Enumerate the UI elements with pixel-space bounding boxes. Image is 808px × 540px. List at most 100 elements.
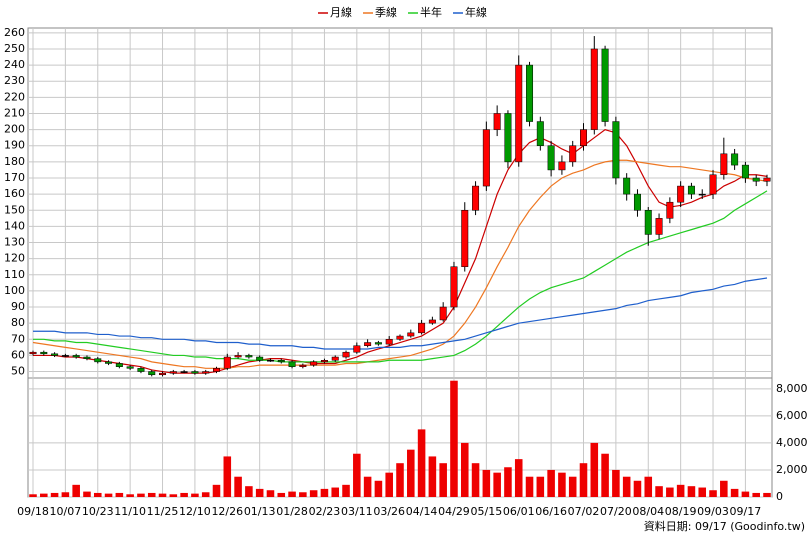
x-tick-label: 07/02 xyxy=(568,505,600,518)
candle-body xyxy=(472,185,480,211)
ma-line xyxy=(33,190,768,363)
volume-bar xyxy=(266,490,275,497)
volume-bar xyxy=(666,487,674,497)
candle-body xyxy=(364,342,372,346)
candle-body xyxy=(482,129,490,187)
y2-tick-label: 0 xyxy=(776,490,783,503)
candle-body xyxy=(547,145,555,171)
candle-body xyxy=(342,351,350,358)
volume-bar xyxy=(709,490,717,497)
candle-body xyxy=(623,177,631,195)
volume-bar xyxy=(147,492,156,497)
x-tick-label: 07/20 xyxy=(600,505,632,518)
x-tick-label: 03/26 xyxy=(373,505,405,518)
volume-bar xyxy=(50,492,59,497)
volume-bar xyxy=(320,488,329,497)
candle-body xyxy=(115,363,123,367)
x-tick-label: 01/28 xyxy=(276,505,308,518)
volume-bar xyxy=(590,442,599,497)
x-tick-label: 06/16 xyxy=(535,505,567,518)
volume-bar xyxy=(126,494,134,497)
candle-body xyxy=(644,210,652,235)
volume-bar xyxy=(104,493,113,497)
volume-bar xyxy=(482,469,491,497)
candle-body xyxy=(148,371,156,376)
y-tick-label: 180 xyxy=(4,155,25,168)
x-tick-label: 03/11 xyxy=(341,505,373,518)
candle-body xyxy=(310,361,318,366)
candle-body xyxy=(418,322,426,334)
candle-body xyxy=(677,185,685,203)
volume-bar xyxy=(353,453,361,497)
y-tick-label: 190 xyxy=(4,139,25,152)
candle-body xyxy=(428,319,436,324)
plot-frame xyxy=(27,27,773,498)
candle-body xyxy=(126,366,134,369)
volume-bar xyxy=(396,463,404,497)
volume-bar xyxy=(471,463,480,497)
candle-body xyxy=(666,201,674,219)
volume-bar xyxy=(450,380,458,497)
candle-body xyxy=(61,355,69,357)
candle-body xyxy=(558,161,566,171)
x-tick-label: 06/01 xyxy=(503,505,535,518)
ma-line xyxy=(33,128,768,374)
volume-bar xyxy=(234,476,242,497)
y-tick-label: 110 xyxy=(4,268,25,281)
y-tick-label: 150 xyxy=(4,203,25,216)
candle-body xyxy=(655,218,663,235)
candle-body xyxy=(526,64,534,122)
y-tick-label: 170 xyxy=(4,171,25,184)
x-tick-label: 02/23 xyxy=(309,505,341,518)
candle-body xyxy=(266,360,274,362)
volume-bar xyxy=(137,493,145,497)
ma-line xyxy=(33,277,768,350)
volume-bar xyxy=(687,486,696,497)
y-tick-label: 140 xyxy=(4,219,25,232)
y-tick-label: 50 xyxy=(11,365,25,378)
candle-body xyxy=(245,355,253,358)
x-tick-label: 11/25 xyxy=(147,505,179,518)
y-tick-label: 160 xyxy=(4,187,25,200)
candle-body xyxy=(72,355,80,358)
volume-bar xyxy=(331,487,340,497)
volume-bar xyxy=(612,469,620,497)
y-tick-label: 250 xyxy=(4,42,25,55)
volume-bar xyxy=(730,488,739,497)
candle-body xyxy=(51,353,59,356)
candle-body xyxy=(450,266,458,308)
candle-body xyxy=(590,48,598,130)
y-tick-label: 220 xyxy=(4,90,25,103)
y-tick-label: 260 xyxy=(4,26,25,39)
candle-body xyxy=(439,306,447,321)
candle-body xyxy=(299,364,307,367)
volume-bar xyxy=(29,494,37,497)
volume-bar xyxy=(547,469,555,497)
volume-bar xyxy=(191,493,199,497)
candle-body xyxy=(83,356,91,359)
volume-bar xyxy=(385,472,393,497)
y-tick-label: 120 xyxy=(4,252,25,265)
volume-bar xyxy=(277,492,286,497)
volume-bar xyxy=(525,476,534,497)
volume-bar xyxy=(644,476,653,497)
volume-bar xyxy=(169,494,178,497)
candle-body xyxy=(536,121,544,146)
candle-body xyxy=(353,345,361,353)
x-tick-label: 08/19 xyxy=(665,505,697,518)
candle-body xyxy=(277,360,285,363)
volume-bar xyxy=(558,472,566,497)
volume-bar xyxy=(428,456,437,497)
candle-body xyxy=(29,351,37,355)
candle-body xyxy=(493,113,501,130)
volume-bar xyxy=(417,429,426,497)
volume-bar xyxy=(255,488,264,497)
candle-body xyxy=(407,332,415,337)
y-tick-label: 100 xyxy=(4,284,25,297)
x-tick-label: 09/18 xyxy=(17,505,49,518)
volume-bar xyxy=(536,476,545,497)
x-tick-label: 01/13 xyxy=(244,505,276,518)
volume-bar xyxy=(40,493,48,497)
legend-label: 半年 xyxy=(420,5,442,19)
volume-bar xyxy=(158,493,167,497)
